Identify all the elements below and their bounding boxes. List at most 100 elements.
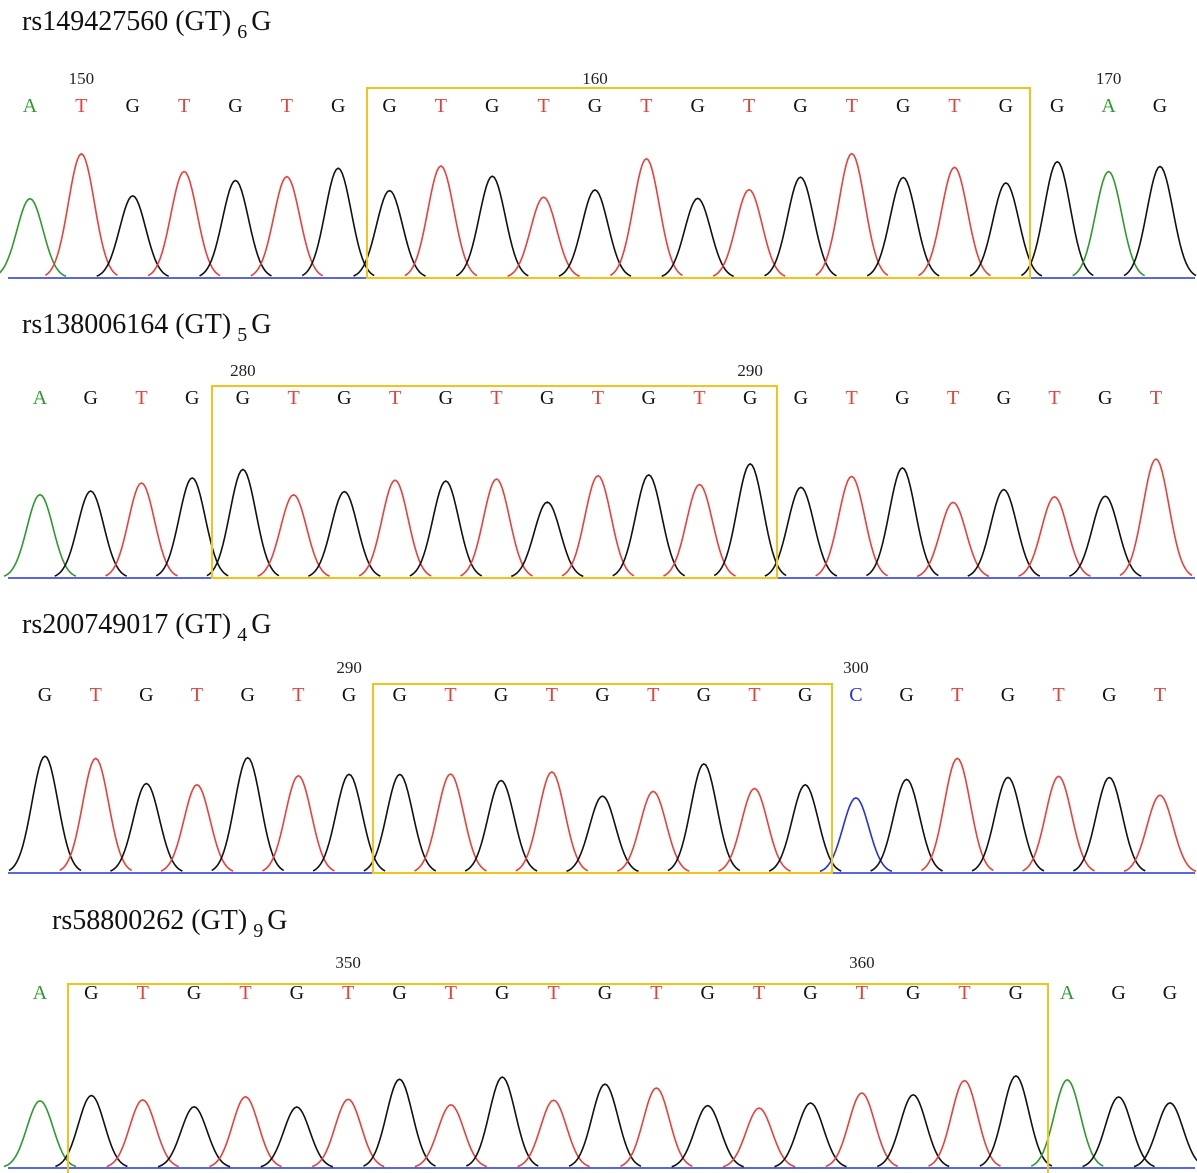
base-call: G (1111, 982, 1125, 1004)
base-call: T (1048, 387, 1060, 409)
trace-peak (511, 502, 583, 576)
base-call: A (23, 95, 38, 117)
trace-peak (866, 468, 938, 576)
title-suffix: G (251, 309, 271, 340)
title-suffix: G (267, 905, 287, 936)
trace-peak (668, 764, 740, 871)
base-call: T (342, 982, 354, 1004)
base-call: T (748, 684, 760, 706)
trace-peak (1021, 162, 1093, 276)
base-call: G (126, 95, 140, 117)
base-call: T (288, 387, 300, 409)
panel-title: rs138006164 (GT) 5G (22, 309, 271, 346)
base-call: G (241, 684, 255, 706)
trace-peak (617, 791, 689, 871)
trace-peak (1124, 167, 1196, 276)
trace-peak (60, 758, 132, 870)
trace-peak (1073, 172, 1145, 276)
position-label: 290 (737, 361, 763, 380)
base-call: G (691, 95, 705, 117)
repeat-box (373, 684, 832, 873)
trace-peak (251, 177, 323, 276)
trace-peak (4, 1101, 76, 1167)
base-call: G (794, 387, 808, 409)
trace-peak (107, 1100, 179, 1167)
base-call: G (793, 95, 807, 117)
base-call: G (999, 95, 1013, 117)
base-call: T (292, 684, 304, 706)
base-call: T (951, 684, 963, 706)
base-call: T (191, 684, 203, 706)
base-call: T (947, 387, 959, 409)
title-suffix: G (251, 609, 271, 640)
page: {"panels": [ {"title": {"text": "rs14942… (0, 0, 1197, 1173)
trace-peak (816, 154, 888, 276)
base-call: G (595, 684, 609, 706)
base-call: G (997, 387, 1011, 409)
title-text: rs58800262 (GT) (52, 905, 247, 936)
position-label: 280 (230, 361, 256, 380)
base-call: T (592, 387, 604, 409)
base-call: T (846, 387, 858, 409)
trace-peak (415, 774, 487, 871)
base-call: G (1102, 684, 1116, 706)
trace-peak (919, 167, 991, 275)
trace-peak (714, 464, 786, 576)
trace-peak (968, 490, 1040, 576)
trace-peak (461, 479, 533, 576)
base-call: G (540, 387, 554, 409)
trace-peak (1073, 778, 1145, 871)
base-call: A (33, 387, 48, 409)
base-call: G (382, 95, 396, 117)
trace-peak (55, 1096, 127, 1167)
base-call: G (392, 982, 406, 1004)
position-label: 160 (582, 69, 608, 88)
trace-peak (769, 785, 841, 871)
base-call: T (444, 684, 456, 706)
trace-peak (1031, 1080, 1103, 1166)
trace-peak (826, 1093, 898, 1166)
trace-peak (110, 784, 182, 872)
base-call: G (899, 684, 913, 706)
title-text: rs149427560 (GT) (22, 6, 231, 37)
base-call: T (1150, 387, 1162, 409)
base-call: G (84, 982, 98, 1004)
trace-peak (212, 758, 284, 871)
base-call: T (743, 95, 755, 117)
base-call: T (435, 95, 447, 117)
base-call: G (439, 387, 453, 409)
trace-peak (207, 470, 279, 576)
base-call: A (1060, 982, 1075, 1004)
base-call: T (137, 982, 149, 1004)
base-call: A (33, 982, 48, 1004)
base-call: T (753, 982, 765, 1004)
base-call: T (546, 684, 558, 706)
base-call: T (389, 387, 401, 409)
title-subscript: 5 (237, 324, 247, 346)
trace-peak (1069, 496, 1141, 576)
base-call: G (1098, 387, 1112, 409)
title-suffix: G (251, 6, 271, 37)
title-text: rs138006164 (GT) (22, 309, 231, 340)
base-call: G (342, 684, 356, 706)
base-call: T (90, 684, 102, 706)
base-call: T (75, 95, 87, 117)
base-call: A (1101, 95, 1116, 117)
trace-peak (980, 1076, 1052, 1166)
trace-peak (867, 178, 939, 276)
title-subscript: 6 (237, 21, 247, 43)
trace-peak (569, 1084, 641, 1166)
panel-title: rs149427560 (GT) 6G (22, 6, 271, 43)
base-call: G (895, 387, 909, 409)
position-label: 170 (1096, 69, 1122, 88)
trace-peak (359, 480, 431, 576)
position-label: 300 (843, 658, 869, 677)
base-call: G (228, 95, 242, 117)
base-call: T (958, 982, 970, 1004)
trace-peak (364, 1079, 436, 1166)
base-call: G (1163, 982, 1177, 1004)
trace-peak (1083, 1097, 1155, 1167)
base-call: G (236, 387, 250, 409)
